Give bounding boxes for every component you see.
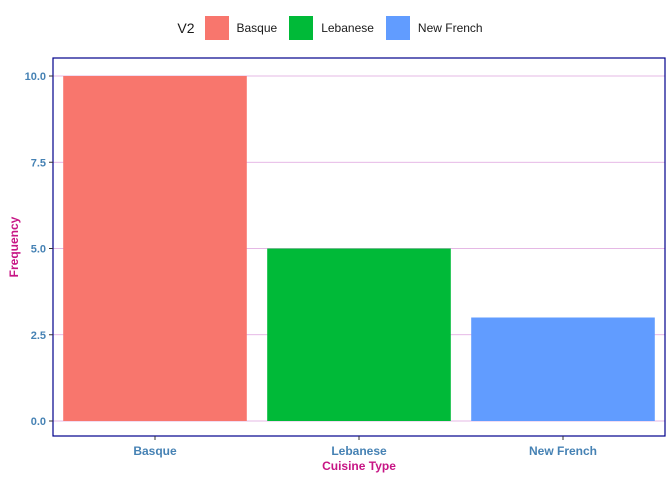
y-tick-label: 10.0 [25,71,46,83]
legend-item-lebanese: Lebanese [289,16,374,40]
legend-item-basque: Basque [204,16,278,40]
legend-item-new-french: New French [385,16,483,40]
legend-label-basque: Basque [236,21,278,35]
bar-new-french [471,317,655,421]
y-tick-label: 5.0 [31,244,46,256]
y-tick-label: 7.5 [31,157,46,169]
x-tick-label: New French [529,444,597,458]
legend-key-basque [204,16,229,40]
x-tick-label: Lebanese [331,444,387,458]
legend-key-lebanese [289,16,314,40]
legend-key-new-french [385,16,410,40]
y-axis-title: Frequency [7,216,21,277]
legend-title: V2 [177,20,195,36]
x-tick-label: Basque [133,444,177,458]
legend-label-lebanese: Lebanese [321,21,374,35]
x-axis-title: Cuisine Type [322,459,396,473]
bar-basque [63,76,247,421]
legend: V2 Basque Lebanese New French [0,14,672,42]
bar-lebanese [267,248,451,421]
y-tick-label: 2.5 [31,330,46,342]
legend-label-new-french: New French [417,21,483,35]
y-tick-label: 0.0 [31,416,46,428]
